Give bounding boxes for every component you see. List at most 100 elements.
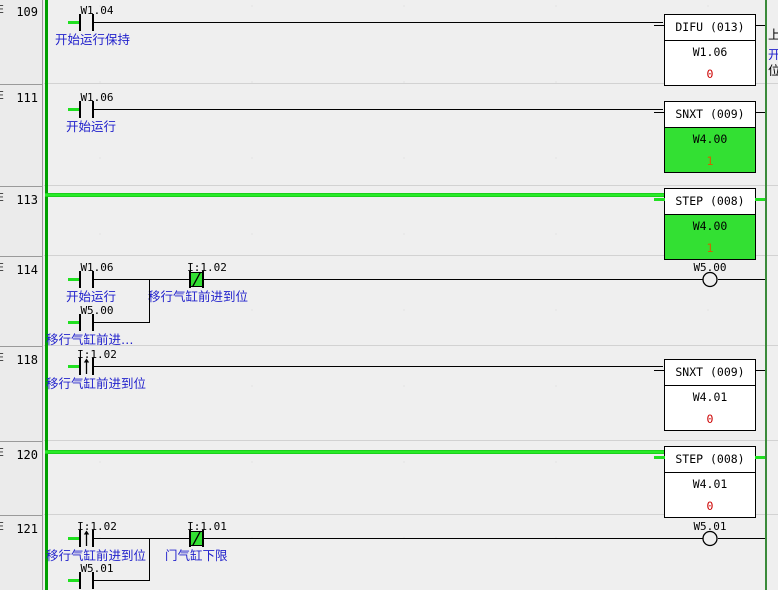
- instruction-name: STEP (008): [665, 447, 755, 473]
- contact-bar-right: [92, 271, 94, 288]
- instruction-operand: W4.00: [665, 128, 755, 150]
- coil-icon: [702, 530, 718, 547]
- power-flow-segment: [68, 365, 79, 368]
- branch-contact-address: W5.00: [80, 304, 114, 317]
- rising-edge-arrow-icon: [83, 358, 90, 374]
- block-output-stub: [755, 25, 765, 26]
- coil-address: W5.00: [693, 261, 727, 274]
- contact-address: I:1.01: [187, 520, 227, 533]
- left-bus-bar: [45, 84, 48, 186]
- contact-comment: 移行气缸前进到位: [46, 548, 147, 563]
- instruction-name: SNXT (009): [665, 102, 755, 128]
- contact-address: I:1.02: [187, 261, 227, 274]
- instruction-name: STEP (008): [665, 189, 755, 215]
- coil-lead-right: [718, 538, 765, 539]
- instruction-block-snxt[interactable]: SNXT (009) W4.01 0: [654, 359, 765, 431]
- power-flow-segment: [68, 537, 79, 540]
- block-input-stub: [654, 456, 665, 459]
- branch-contact-comment: 移行气缸前进…: [46, 332, 134, 347]
- contact-bar-left: [79, 271, 81, 288]
- rung-gutter-cell[interactable]: E 111: [0, 84, 43, 186]
- contact-bar-left: [79, 101, 81, 118]
- contact-comment: 开始运行保持: [55, 32, 131, 47]
- contact-bar-right: [92, 358, 94, 375]
- rung-section-marker: E: [0, 351, 4, 364]
- power-flow-segment: [68, 579, 79, 582]
- left-bus-bar: [45, 0, 48, 84]
- left-bus-bar: [45, 186, 48, 256]
- instruction-operand: W1.06: [692, 45, 728, 59]
- power-flow-segment: [68, 108, 79, 111]
- rung-gutter-cell[interactable]: E 121: [0, 515, 43, 590]
- instruction-value: 0: [706, 499, 714, 513]
- right-comment-clipped: 门: [768, 531, 778, 547]
- contact-address: I:1.02: [77, 348, 117, 361]
- contact-comment: 门气缸下限: [165, 548, 228, 563]
- contact-bar-right: [92, 14, 94, 31]
- right-comment-clipped: 开: [768, 44, 778, 60]
- rung-gutter-cell[interactable]: E 113: [0, 186, 43, 256]
- instruction-name: SNXT (009): [665, 360, 755, 386]
- coil-address: W5.01: [693, 520, 727, 533]
- contact-bar-left: [79, 530, 81, 547]
- instruction-value: 1: [665, 237, 755, 259]
- right-comment-clipped: 步: [768, 454, 778, 470]
- power-flow-segment: [68, 278, 79, 281]
- instruction-block-step[interactable]: STEP (008) W4.00 1: [654, 188, 765, 260]
- instruction-name: DIFU (013): [665, 15, 755, 41]
- left-bus-bar: [45, 346, 48, 441]
- contact-address: W1.04: [80, 4, 114, 17]
- right-comment-clipped: 位: [768, 474, 778, 490]
- contact-bar-right: [92, 314, 94, 331]
- rung-wire-energized: [45, 193, 664, 197]
- branch-wire: [94, 580, 150, 581]
- right-comment-clipped: 位: [768, 216, 778, 232]
- block-output-stub: [755, 456, 765, 459]
- right-comment-clipped: 位: [768, 131, 778, 147]
- rung-section-marker: E: [0, 89, 4, 102]
- rung-gutter-cell[interactable]: E 109: [0, 0, 43, 84]
- right-comment-text: 开: [768, 47, 778, 60]
- rung-wire: [204, 538, 663, 539]
- instruction-value: 0: [706, 67, 714, 81]
- rung-separator: [44, 440, 778, 441]
- right-comment-clipped: 移: [768, 272, 778, 288]
- rung-wire: [204, 279, 663, 280]
- rung-number: 121: [16, 522, 38, 536]
- right-comment-text: 上: [768, 27, 778, 40]
- rung-section-marker: E: [0, 520, 4, 533]
- contact-address: W1.06: [80, 91, 114, 104]
- contact-bar-left: [79, 358, 81, 375]
- rung-gutter-cell[interactable]: E 118: [0, 346, 43, 441]
- instruction-block-snxt[interactable]: SNXT (009) W4.00 1: [654, 101, 765, 173]
- right-comment-clipped: 上: [768, 24, 778, 40]
- instruction-block-step[interactable]: STEP (008) W4.01 0: [654, 446, 765, 518]
- branch-vertical-link: [149, 538, 150, 581]
- rung-gutter-cell[interactable]: E 114: [0, 256, 43, 346]
- block-output-stub: [755, 112, 765, 113]
- contact-comment: 移行气缸前进到位: [148, 289, 249, 304]
- contact-slash-icon: [192, 530, 201, 547]
- rung-wire: [94, 22, 663, 23]
- power-flow-segment: [68, 21, 79, 24]
- branch-contact-address: W5.01: [80, 562, 114, 575]
- rung-gutter-cell[interactable]: E 120: [0, 441, 43, 515]
- block-output-stub: [755, 370, 765, 371]
- instruction-operand: W4.01: [692, 390, 728, 404]
- output-coil-w501[interactable]: [701, 530, 719, 548]
- output-coil-w500[interactable]: [701, 271, 719, 289]
- rung-number: 111: [16, 91, 38, 105]
- instruction-block-difu[interactable]: DIFU (013) W1.06 0: [654, 14, 765, 86]
- instruction-operand: W4.00: [665, 215, 755, 237]
- rung-number: 114: [16, 263, 38, 277]
- contact-bar-right: [202, 530, 204, 547]
- rung-wire-energized: [45, 450, 664, 454]
- rung-number: 118: [16, 353, 38, 367]
- rung-section-marker: E: [0, 446, 4, 459]
- left-bus-bar: [45, 256, 48, 346]
- left-bus-bar: [45, 515, 48, 590]
- contact-bar-right: [202, 271, 204, 288]
- contact-comment: 开始运行: [66, 119, 117, 134]
- right-comment-clipped: 步: [768, 196, 778, 212]
